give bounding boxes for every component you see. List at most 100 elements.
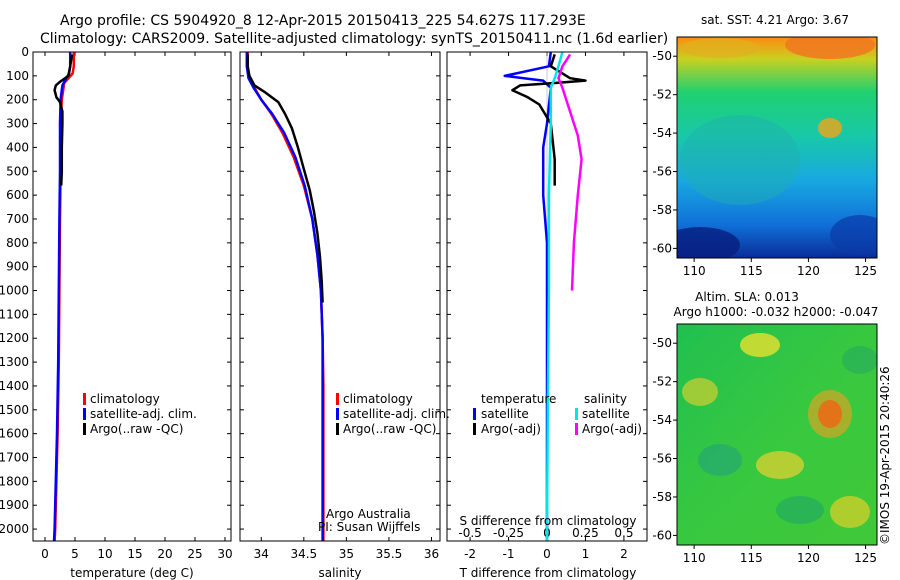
sla-high-patch: [808, 390, 852, 438]
y-tick-label: 800: [6, 236, 29, 250]
header-line-1: Argo profile: CS 5904920_8 12-Apr-2015 2…: [60, 13, 586, 29]
y-tick-label: 600: [6, 188, 29, 202]
legend-label-argo: Argo(..raw -QC): [90, 422, 183, 436]
x-tick-label: 35: [339, 547, 354, 561]
map-y-tick-label: -54: [652, 413, 672, 427]
sst-warm-patch: [818, 118, 842, 138]
imos-watermark: ©IMOS 19-Apr-2015 20:40:26: [878, 366, 892, 545]
y-tick-label: 1700: [0, 451, 29, 465]
map-y-tick-label: -50: [652, 49, 672, 63]
y-tick-label: 2000: [0, 522, 29, 536]
series-line-1: [245, 52, 324, 541]
sst-warm-patch: [680, 38, 760, 58]
x-top-tick-label: 0.25: [572, 526, 599, 540]
sla-low-patch: [698, 444, 742, 476]
sla-map-panel: Altim. SLA: 0.013 Argo h1000: -0.032 h20…: [652, 290, 878, 565]
difference-legend: temperature salinity satellite Argo(-adj…: [473, 392, 642, 436]
x-top-tick-label: -0.25: [493, 526, 524, 540]
x-top-tick-label: -0.5: [458, 526, 481, 540]
salinity-axes-frame: [239, 51, 441, 542]
map-y-tick-label: -54: [652, 126, 672, 140]
x-tick-label: 36: [424, 547, 439, 561]
legend-label-t-satellite: satellite: [481, 407, 529, 421]
header-line-2: Climatology: CARS2009. Satellite-adjuste…: [40, 31, 668, 47]
legend-swatch-argo: [336, 423, 339, 435]
series-line-0: [53, 52, 76, 541]
temperature-legend: climatology satellite-adj. clim. Argo(..…: [83, 392, 197, 436]
legend-swatch-satellite: [83, 408, 86, 420]
y-tick-label: 300: [6, 117, 29, 131]
legend-label-s-satellite: satellite: [582, 407, 630, 421]
map-y-tick-label: -58: [652, 490, 672, 504]
legend-swatch-climatology: [83, 393, 86, 405]
salinity-panel: 34 34.5 35 35.5 36 salinity climatology sate…: [239, 51, 450, 580]
map-x-tick-label: 110: [683, 264, 706, 278]
sst-cool-patch: [680, 115, 800, 205]
x-tick-label: 34.5: [290, 547, 317, 561]
series-line-2: [545, 52, 564, 541]
sla-high-patch: [682, 378, 718, 406]
y-tick-label: 200: [6, 93, 29, 107]
y-tick-label: 1000: [0, 284, 29, 298]
series-line-3: [557, 53, 583, 291]
y-tick-label: 1300: [0, 355, 29, 369]
legend-swatch-s-argo: [575, 423, 578, 435]
sst-warm-patch: [785, 37, 875, 59]
difference-panel: -2 -1 0 1 2-0.5 -0.25 0 0.25 0.5 S difference fr…: [446, 51, 648, 580]
legend-label-satellite: satellite-adj. clim.: [90, 407, 197, 421]
y-tick-label: 1900: [0, 498, 29, 512]
map-y-tick-label: -56: [652, 165, 672, 179]
series-line-2: [53, 54, 74, 186]
legend-label-climatology: climatology: [343, 392, 413, 406]
y-tick-label: 1400: [0, 379, 29, 393]
y-tick-label: 1200: [0, 331, 29, 345]
sla-map-title-1: Altim. SLA: 0.013: [695, 290, 799, 304]
x-tick-label: 2: [620, 547, 628, 561]
legend-label-satellite: satellite-adj. clim.: [343, 407, 450, 421]
map-x-tick-label: 115: [740, 264, 763, 278]
legend-swatch-t-satellite: [473, 408, 476, 420]
temperature-axes-frame: [32, 51, 232, 542]
sla-low-patch: [842, 346, 877, 374]
sla-low-patch: [776, 496, 824, 524]
legend-swatch-s-satellite: [575, 408, 578, 420]
legend-title-temperature: temperature: [481, 392, 556, 406]
x-tick-label: 25: [187, 547, 202, 561]
x-tick-label: -2: [464, 547, 476, 561]
series-line-2: [246, 54, 324, 303]
temperature-xlabel: temperature (deg C): [70, 566, 193, 580]
sla-map-frame: [676, 323, 878, 546]
x-tick-label: 34: [254, 547, 269, 561]
sla-high-patch: [756, 451, 804, 479]
map-x-tick-label: 110: [683, 551, 706, 565]
sla-high-patch: [740, 333, 780, 357]
y-tick-label: 1100: [0, 307, 29, 321]
salinity-xlabel: salinity: [318, 566, 361, 580]
y-tick-label: 500: [6, 164, 29, 178]
y-tick-label: 900: [6, 260, 29, 274]
salinity-legend: climatology satellite-adj. clim. Argo(..…: [336, 392, 450, 436]
x-tick-label: 0: [41, 547, 49, 561]
sst-cold-patch: [677, 227, 740, 258]
x-tick-label: 35.5: [376, 547, 403, 561]
legend-swatch-t-argo: [473, 423, 476, 435]
difference-xlabel: T difference from climatology: [459, 566, 637, 580]
credit-line-2: PI: Susan Wijffels: [318, 520, 420, 534]
x-tick-label: 10: [97, 547, 112, 561]
y-tick-label: 400: [6, 140, 29, 154]
sst-map-frame: [676, 36, 878, 259]
x-tick-label: 0: [543, 547, 551, 561]
map-x-tick-label: 125: [854, 551, 877, 565]
map-y-tick-label: -52: [652, 88, 672, 102]
map-x-tick-label: 120: [797, 551, 820, 565]
y-tick-label: 1500: [0, 403, 29, 417]
y-tick-label: 100: [6, 69, 29, 83]
x-tick-label: 15: [127, 547, 142, 561]
sla-high-patch: [830, 496, 870, 528]
difference-axes-frame: [446, 51, 648, 542]
map-x-tick-label: 120: [797, 264, 820, 278]
map-y-tick-label: -60: [652, 241, 672, 255]
map-y-tick-label: -58: [652, 203, 672, 217]
x-tick-label: 5: [71, 547, 79, 561]
